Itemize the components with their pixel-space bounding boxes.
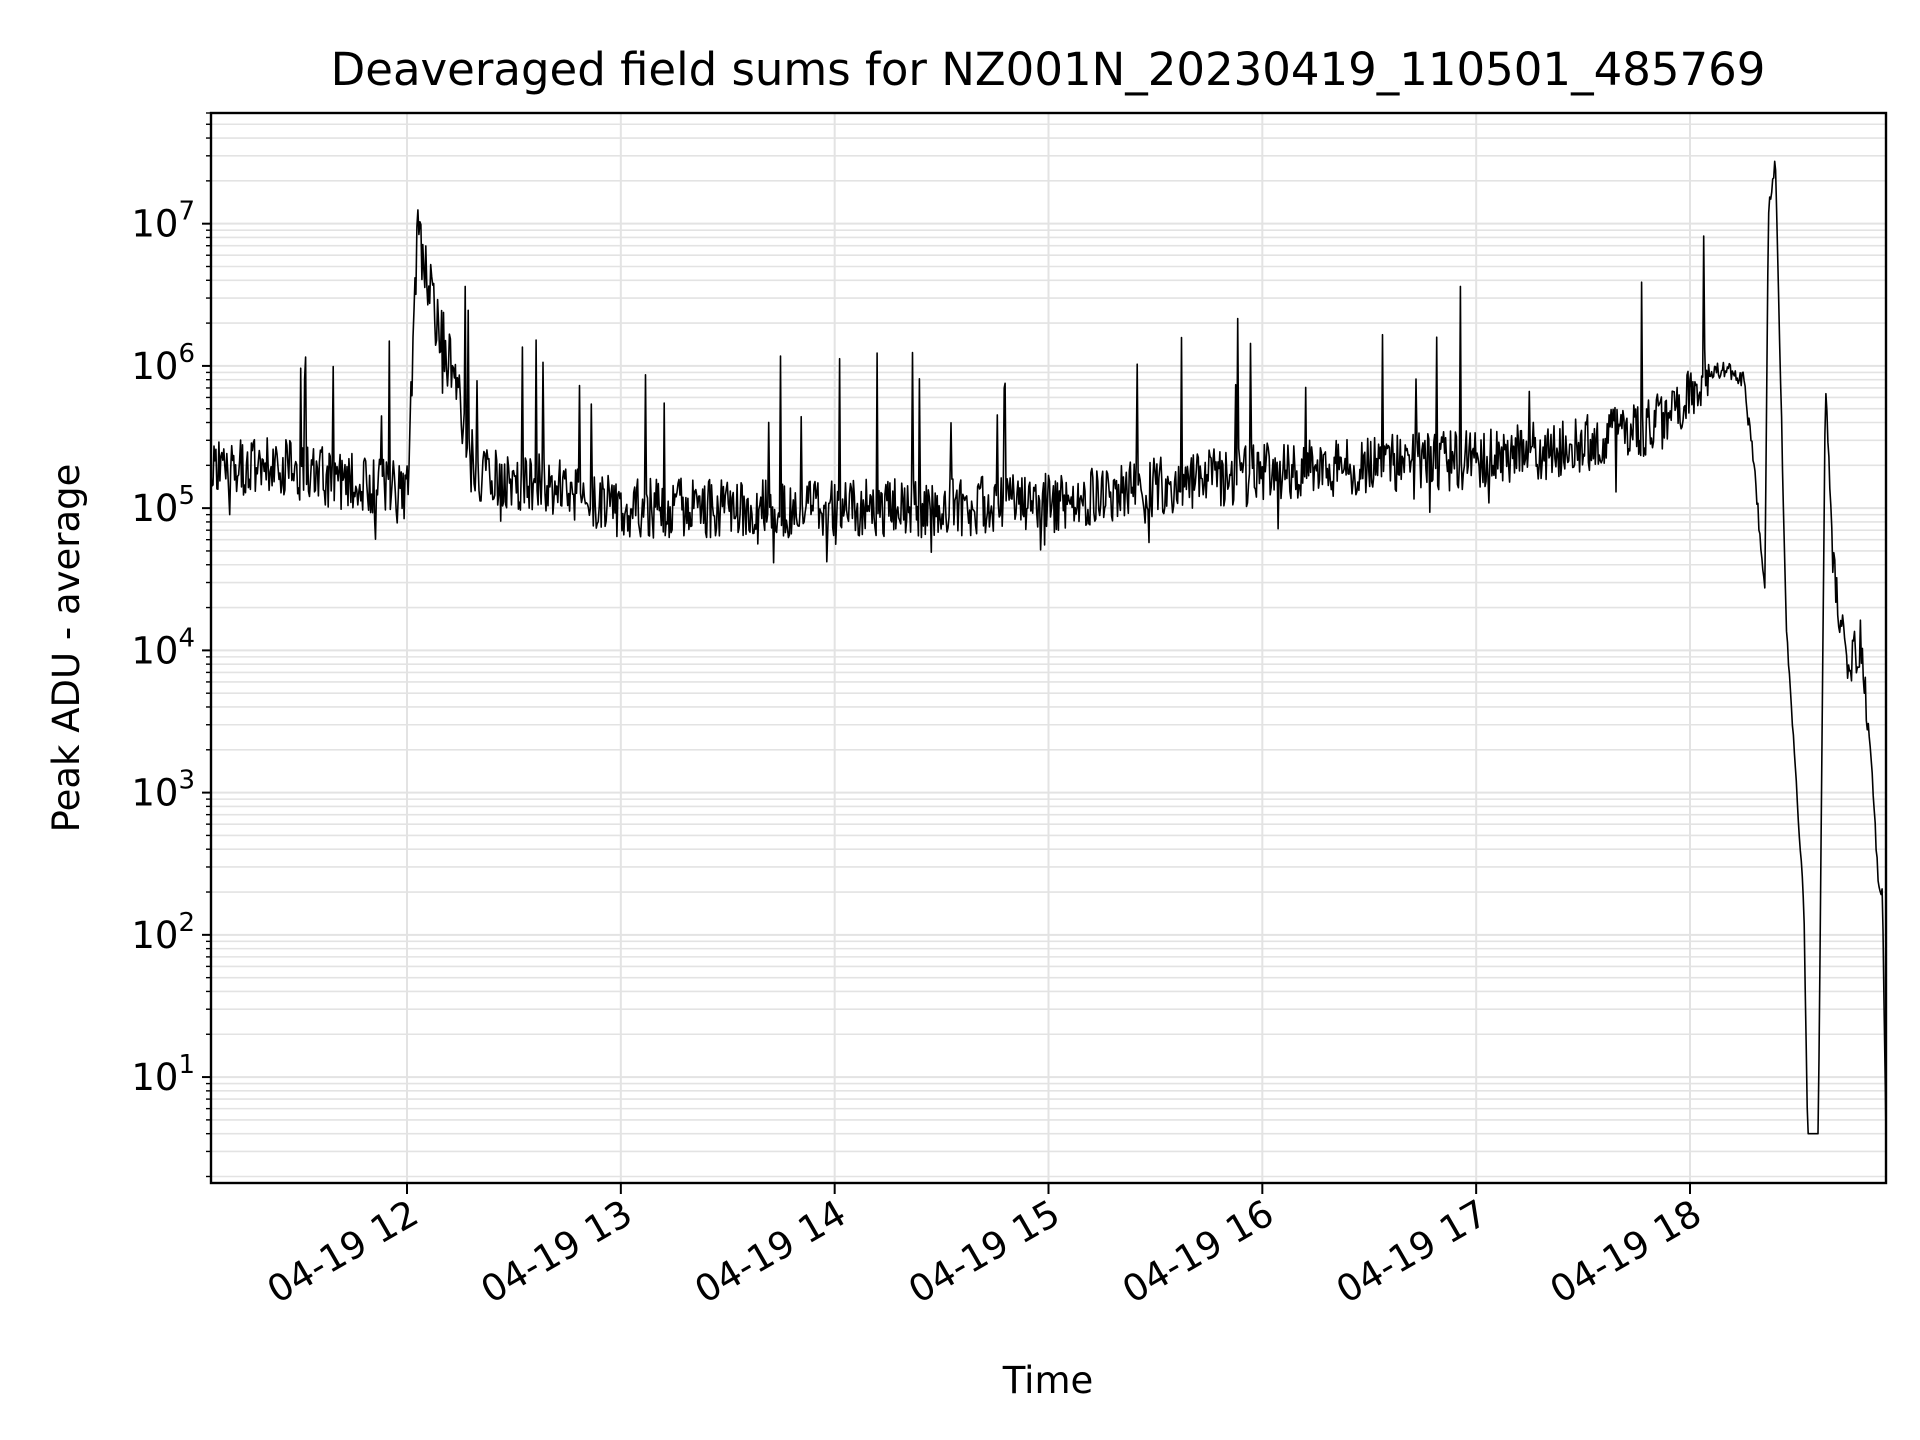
chart-title: Deaveraged field sums for NZ001N_2023041…	[331, 43, 1766, 96]
series-line-layer	[210, 160, 1887, 1135]
y-tick-label: 103	[131, 766, 195, 815]
y-tick-label: 104	[131, 623, 195, 672]
y-axis: 101 102 103 104 105 106 107	[131, 112, 211, 1178]
x-axis-label: Time	[1002, 1359, 1094, 1402]
y-tick-label: 105	[131, 481, 195, 530]
series-line	[210, 160, 1887, 1135]
y-tick-label: 107	[131, 197, 195, 246]
y-tick-label: 101	[131, 1050, 195, 1099]
grid	[211, 112, 1886, 1183]
y-tick-label: 102	[131, 908, 195, 957]
y-tick-label: 106	[131, 339, 195, 388]
y-axis-label: Peak ADU - average	[45, 464, 88, 833]
